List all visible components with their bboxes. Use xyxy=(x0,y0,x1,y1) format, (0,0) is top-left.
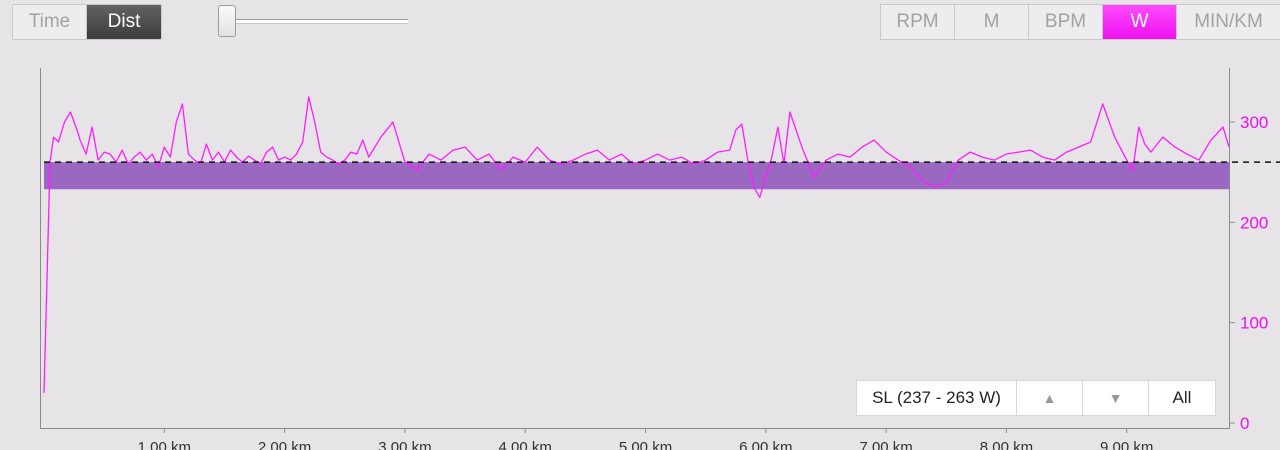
triangle-down-icon: ▼ xyxy=(1108,390,1123,406)
x-tick-label: 1.00 km xyxy=(138,439,191,450)
metric-m-button[interactable]: M xyxy=(955,5,1029,39)
x-tick-label: 9.00 km xyxy=(1100,439,1153,450)
x-tick-label: 6.00 km xyxy=(739,439,792,450)
x-tick-label: 4.00 km xyxy=(499,439,552,450)
zoom-slider[interactable] xyxy=(218,5,408,37)
x-tick-label: 3.00 km xyxy=(378,439,431,450)
triangle-up-icon: ▲ xyxy=(1042,390,1057,406)
target-range-band xyxy=(44,162,1229,190)
x-tick-label: 5.00 km xyxy=(619,439,672,450)
range-up-button[interactable]: ▲ xyxy=(1017,381,1083,415)
range-all-button[interactable]: All xyxy=(1172,388,1192,407)
range-panel: SL (237 - 263 W) ▲ ▼ All xyxy=(856,380,1216,416)
time-mode-button[interactable]: Time xyxy=(13,5,87,39)
distance-mode-button[interactable]: Dist xyxy=(87,5,161,39)
x-tick-label: 8.00 km xyxy=(980,439,1033,450)
metric-rpm-button[interactable]: RPM xyxy=(881,5,955,39)
y-tick-label: 0 xyxy=(1240,414,1249,433)
x-axis-mode-toggle: Time Dist xyxy=(12,4,162,40)
zoom-slider-track[interactable] xyxy=(218,19,408,24)
power-series-line xyxy=(43,96,1230,393)
range-label: SL (237 - 263 W) xyxy=(857,381,1017,415)
range-down-button[interactable]: ▼ xyxy=(1083,381,1149,415)
metric-bpm-button[interactable]: BPM xyxy=(1029,5,1103,39)
metric-min-km-button[interactable]: MIN/KM xyxy=(1177,5,1280,39)
y-tick-label: 100 xyxy=(1240,314,1268,333)
metric-w-button[interactable]: W xyxy=(1103,5,1177,39)
zoom-slider-thumb[interactable] xyxy=(218,5,236,37)
x-tick-label: 2.00 km xyxy=(258,439,311,450)
metric-selector: RPM M BPM W MIN/KM xyxy=(880,4,1280,40)
y-tick-label: 300 xyxy=(1240,113,1268,132)
y-tick-label: 200 xyxy=(1240,213,1268,232)
x-tick-label: 7.00 km xyxy=(859,439,912,450)
